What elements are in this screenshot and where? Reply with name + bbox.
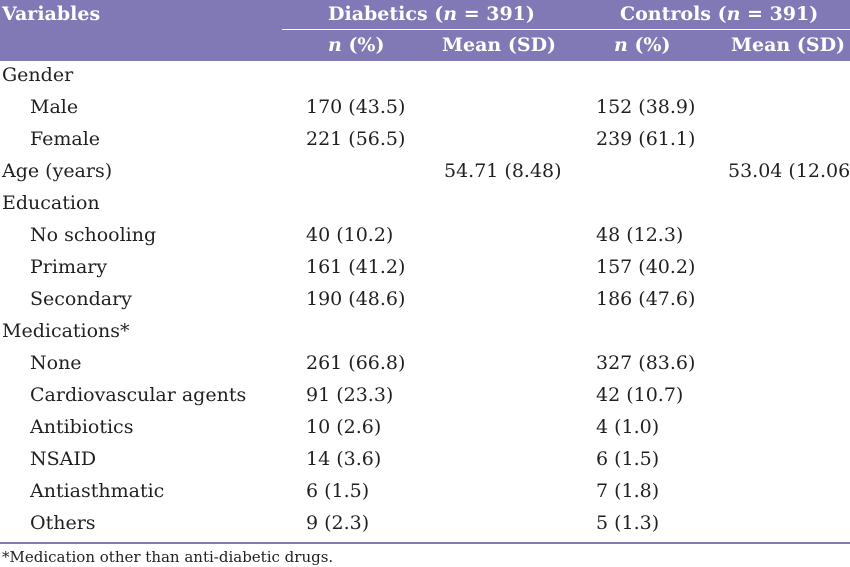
row-label: None: [30, 352, 82, 374]
table-row: Gender: [0, 61, 850, 93]
table-header: Variables Diabetics (n = 391) Controls (…: [0, 0, 850, 61]
table-row: Age (years) 54.71 (8.48) 53.04 (12.06): [0, 157, 850, 189]
header-row-subcolumns: n (%) Mean (SD) n (%) Mean (SD): [0, 30, 850, 61]
header-controls-mean-sd: Mean (SD): [731, 34, 846, 56]
table-body: Gender Male 170 (43.5) 152 (38.9) Female 221 …: [0, 61, 850, 541]
controls-n-pct-cell: 239 (61.1): [596, 128, 696, 150]
table-row: Antiasthmatic 6 (1.5) 7 (1.8): [0, 477, 850, 509]
table-footnote: *Medication other than anti-diabetic dru…: [2, 548, 334, 566]
diabetics-n-pct-cell: 190 (48.6): [306, 288, 406, 310]
controls-n-pct-cell: 5 (1.3): [596, 512, 660, 534]
row-label: Medications*: [2, 320, 130, 342]
row-label: Cardiovascular agents: [30, 384, 247, 406]
diabetics-n-pct-cell: 221 (56.5): [306, 128, 406, 150]
header-row-groups: Variables Diabetics (n = 391) Controls (…: [0, 0, 850, 30]
diabetics-n-pct-cell: 40 (10.2): [306, 224, 394, 246]
row-label: NSAID: [30, 448, 97, 470]
table-row: Cardiovascular agents 91 (23.3) 42 (10.7): [0, 381, 850, 413]
table-row: Male 170 (43.5) 152 (38.9): [0, 93, 850, 125]
row-label: No schooling: [30, 224, 157, 246]
controls-n-pct-cell: 7 (1.8): [596, 480, 660, 502]
diabetics-n-pct-cell: 6 (1.5): [306, 480, 370, 502]
table-row: None 261 (66.8) 327 (83.6): [0, 349, 850, 381]
header-variables: Variables: [2, 3, 101, 25]
row-label: Others: [30, 512, 96, 534]
header-diabetics-mean-sd: Mean (SD): [442, 34, 557, 56]
controls-n-pct-cell: 6 (1.5): [596, 448, 660, 470]
table-row: Medications*: [0, 317, 850, 349]
table-row: Female 221 (56.5) 239 (61.1): [0, 125, 850, 157]
controls-n-pct-cell: 327 (83.6): [596, 352, 696, 374]
diabetics-n-pct-cell: 10 (2.6): [306, 416, 382, 438]
table-row: Secondary 190 (48.6) 186 (47.6): [0, 285, 850, 317]
header-controls-group: Controls (n = 391): [620, 3, 819, 25]
row-label: Male: [30, 96, 79, 118]
diabetics-n-pct-cell: 9 (2.3): [306, 512, 370, 534]
header-diabetics-group: Diabetics (n = 391): [328, 3, 535, 25]
controls-n-pct-cell: 4 (1.0): [596, 416, 660, 438]
diabetics-n-pct-cell: 261 (66.8): [306, 352, 406, 374]
header-diabetics-n-pct: n (%): [328, 34, 385, 56]
table-row: Others 9 (2.3) 5 (1.3): [0, 509, 850, 541]
controls-n-pct-cell: 48 (12.3): [596, 224, 684, 246]
row-label: Primary: [30, 256, 108, 278]
controls-n-pct-cell: 157 (40.2): [596, 256, 696, 278]
table-row: Antibiotics 10 (2.6) 4 (1.0): [0, 413, 850, 445]
diabetics-n-pct-cell: 161 (41.2): [306, 256, 406, 278]
header-divider: [282, 29, 850, 30]
controls-n-pct-cell: 186 (47.6): [596, 288, 696, 310]
row-label: Female: [30, 128, 101, 150]
diabetics-n-pct-cell: 170 (43.5): [306, 96, 406, 118]
row-label: Secondary: [30, 288, 132, 310]
table-bottom-rule: [0, 542, 850, 544]
row-label: Education: [2, 192, 100, 214]
row-label: Antiasthmatic: [30, 480, 165, 502]
controls-n-pct-cell: 152 (38.9): [596, 96, 696, 118]
header-controls-n-pct: n (%): [614, 34, 671, 56]
table-row: No schooling 40 (10.2) 48 (12.3): [0, 221, 850, 253]
row-label: Antibiotics: [30, 416, 134, 438]
diabetics-n-pct-cell: 14 (3.6): [306, 448, 382, 470]
table-row: NSAID 14 (3.6) 6 (1.5): [0, 445, 850, 477]
controls-n-pct-cell: 42 (10.7): [596, 384, 684, 406]
controls-mean-sd-cell: 53.04 (12.06): [728, 160, 850, 182]
table-row: Education: [0, 189, 850, 221]
table-row: Primary 161 (41.2) 157 (40.2): [0, 253, 850, 285]
diabetics-n-pct-cell: 91 (23.3): [306, 384, 394, 406]
row-label: Gender: [2, 64, 74, 86]
diabetics-mean-sd-cell: 54.71 (8.48): [444, 160, 562, 182]
row-label: Age (years): [2, 160, 113, 182]
